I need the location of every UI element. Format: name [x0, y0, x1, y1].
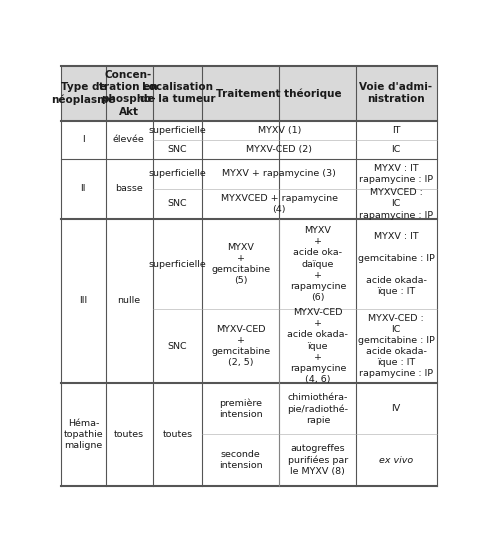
Text: élevée: élevée: [113, 135, 144, 145]
Text: SNC: SNC: [168, 145, 187, 154]
Text: MYXV (1): MYXV (1): [258, 126, 301, 135]
Text: basse: basse: [115, 185, 142, 193]
Text: Héma-
topathie
maligne: Héma- topathie maligne: [64, 419, 103, 450]
Text: MYXV : IT

gemcitabine : IP

acide okada-
ïque : IT: MYXV : IT gemcitabine : IP acide okada- …: [358, 232, 434, 296]
Text: I: I: [82, 135, 85, 145]
Text: seconde
intension: seconde intension: [219, 450, 262, 470]
Bar: [61, 66, 437, 121]
Text: Type de
néoplasme: Type de néoplasme: [52, 82, 115, 105]
Text: superficielle: superficielle: [149, 259, 207, 269]
Text: II: II: [81, 185, 86, 193]
Text: IC: IC: [391, 145, 400, 154]
Text: MYXVCED + rapamycine
(4): MYXVCED + rapamycine (4): [221, 194, 338, 214]
Text: nulle: nulle: [117, 296, 140, 305]
Text: Concen-
tration en
phospho-
Akt: Concen- tration en phospho- Akt: [99, 70, 158, 117]
Text: MYXV
+
gemcitabine
(5): MYXV + gemcitabine (5): [211, 243, 270, 285]
Text: MYXV
+
acide oka-
daïque
+
rapamycine
(6): MYXV + acide oka- daïque + rapamycine (6…: [290, 226, 346, 302]
Text: toutes: toutes: [162, 430, 192, 439]
Text: MYXV : IT
rapamycine : IP: MYXV : IT rapamycine : IP: [359, 164, 433, 184]
Text: MYXV-CED :
IC
gemcitabine : IP
acide okada-
ïque : IT
rapamycine : IP: MYXV-CED : IC gemcitabine : IP acide oka…: [358, 314, 434, 378]
Text: SNC: SNC: [168, 342, 187, 351]
Text: Traitement théorique: Traitement théorique: [216, 88, 342, 98]
Text: IT: IT: [392, 126, 400, 135]
Text: MYXV-CED
+
acide okada-
ïque
+
rapamycine
(4, 6): MYXV-CED + acide okada- ïque + rapamycin…: [287, 308, 348, 384]
Text: III: III: [79, 296, 87, 305]
Text: MYXV-CED
+
gemcitabine
(2, 5): MYXV-CED + gemcitabine (2, 5): [211, 325, 270, 367]
Text: ex vivo: ex vivo: [379, 456, 413, 465]
Text: toutes: toutes: [114, 430, 143, 439]
Text: autogreffes
purifiées par
le MYXV (8): autogreffes purifiées par le MYXV (8): [288, 444, 348, 476]
Text: MYXV + rapamycine (3): MYXV + rapamycine (3): [222, 169, 336, 179]
Text: Voie d'admi-
nistration: Voie d'admi- nistration: [360, 82, 433, 104]
Text: SNC: SNC: [168, 199, 187, 209]
Text: MYXVCED :
IC
rapamycine : IP: MYXVCED : IC rapamycine : IP: [359, 188, 433, 219]
Text: première
intension: première intension: [219, 399, 262, 419]
Text: chimiothéra-
pie/radiothé-
rapie: chimiothéra- pie/radiothé- rapie: [287, 393, 348, 425]
Text: Localisation
de la tumeur: Localisation de la tumeur: [140, 82, 215, 104]
Text: superficielle: superficielle: [149, 169, 207, 179]
Text: MYXV-CED (2): MYXV-CED (2): [246, 145, 312, 154]
Text: superficielle: superficielle: [149, 126, 207, 135]
Text: IV: IV: [391, 404, 400, 413]
